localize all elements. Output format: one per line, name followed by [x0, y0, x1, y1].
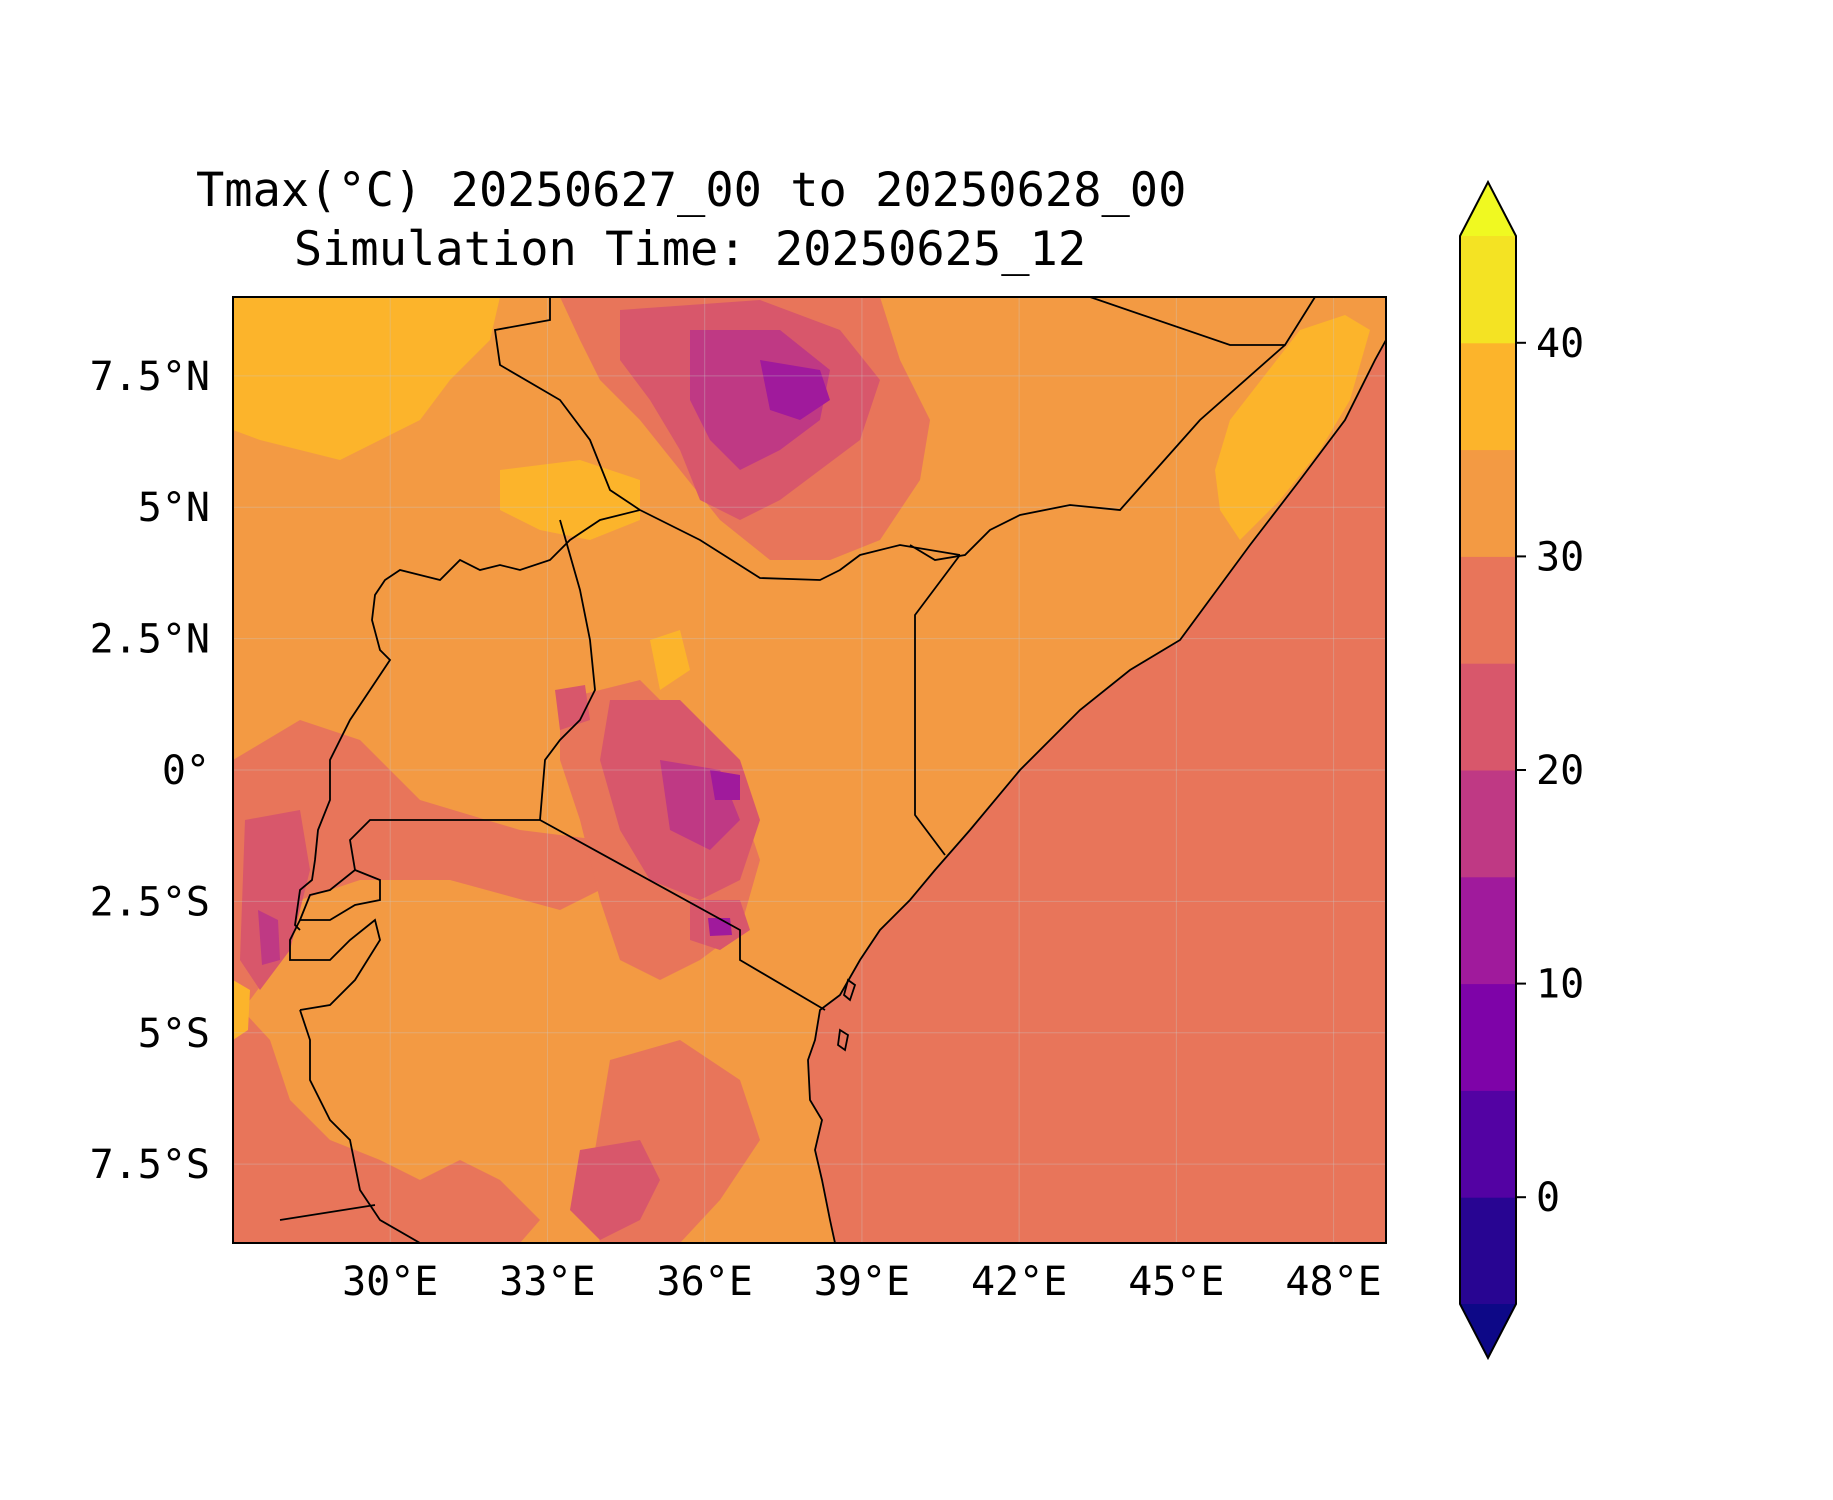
band-20-25-tz [570, 1140, 660, 1240]
border-uganda-east [539, 519, 596, 821]
colorbar-tick-label: 0 [1536, 1175, 1560, 1221]
band-10-15-kili [708, 918, 732, 936]
colorbar-segment [1460, 770, 1516, 878]
lat-tick-label: 2.5°S [90, 879, 210, 925]
border-ethiopia-somaliland [909, 344, 1286, 561]
lat-tick-label: 5°N [138, 485, 210, 531]
lon-tick-label: 39°E [814, 1259, 910, 1305]
colorbar-over-triangle [1460, 182, 1516, 236]
colorbar-segment [1460, 1197, 1516, 1305]
band-35-40-somalia [1215, 315, 1370, 540]
map-subtitle: Simulation Time: 20250625_12 [293, 222, 1087, 277]
map-title: Tmax(°C) 20250627_00 to 20250628_00 [196, 163, 1187, 218]
coastline [807, 339, 1386, 1243]
colorbar-tick-label: 40 [1536, 321, 1584, 367]
lat-tick-label: 2.5°N [90, 617, 210, 663]
lon-tick-label: 33°E [499, 1259, 595, 1305]
map-frame [232, 296, 1387, 1244]
band-25-30-s [233, 1000, 540, 1243]
lon-tick-label: 48°E [1285, 1259, 1381, 1305]
band-35-40-sudan [500, 460, 640, 540]
band-35-40-nw [233, 297, 500, 460]
island-pemba [842, 978, 857, 1002]
colorbar-tick-label: 30 [1536, 534, 1584, 580]
lon-tick-label: 42°E [971, 1259, 1067, 1305]
band-15-20-rwanda [258, 910, 280, 965]
colorbar-segment [1460, 1090, 1516, 1198]
colorbar-segment [1460, 663, 1516, 771]
colorbar-segment [1460, 983, 1516, 1091]
borders [279, 297, 1386, 1243]
colorbar-segment [1460, 449, 1516, 557]
colorbar-outline [1459, 179, 1517, 1361]
border-kenya-ethiopia [639, 509, 961, 581]
lat-tick-label: 5°S [138, 1011, 210, 1057]
band-15-20-ethiopia [690, 330, 830, 470]
border-rwanda-burundi [289, 869, 381, 1011]
lon-tick-label: 30°E [342, 1259, 438, 1305]
band-10-15-ethiopia [760, 360, 830, 420]
border-kenya-somalia [914, 554, 961, 856]
band-35-40-kenya [650, 630, 690, 690]
graticule [233, 297, 1386, 1243]
border-kenya-uganda [294, 509, 641, 931]
colorbar-segment [1460, 556, 1516, 664]
colorbar-segment [1460, 236, 1516, 344]
colorbar-segment [1460, 876, 1516, 985]
lon-tick-label: 36°E [657, 1259, 753, 1305]
land-fill [233, 297, 1386, 1243]
border-ethiopia-somalia [1089, 297, 1316, 346]
colorbar: 0 10 20 30 40 [1459, 179, 1584, 1361]
border-zambia [279, 1204, 376, 1221]
band-35-40-west [233, 980, 250, 1040]
band-10-15-kenya [710, 770, 740, 800]
map-area [233, 297, 1386, 1243]
band-20-25-rwanda [240, 810, 310, 990]
latitude-axis: 7.5°N 5°N 2.5°N 0° 2.5°S 5°S 7.5°S [90, 354, 210, 1188]
border-kenya-tanzania [539, 819, 826, 1011]
border-sudan-ethiopia [493, 297, 641, 511]
colorbar-segment [1460, 342, 1516, 451]
lat-tick-label: 7.5°N [90, 354, 210, 400]
lat-tick-label: 7.5°S [90, 1142, 210, 1188]
colorbar-under-triangle [1460, 1304, 1516, 1358]
lat-tick-label: 0° [162, 748, 210, 794]
colorbar-tick-label: 20 [1536, 748, 1584, 794]
lon-tick-label: 45°E [1128, 1259, 1224, 1305]
longitude-axis: 30°E 33°E 36°E 39°E 42°E 45°E 48°E [342, 1259, 1382, 1305]
colorbar-tick-label: 10 [1536, 962, 1584, 1008]
border-lake-tanganyika [299, 1009, 421, 1243]
island-zanzibar [837, 1028, 850, 1052]
